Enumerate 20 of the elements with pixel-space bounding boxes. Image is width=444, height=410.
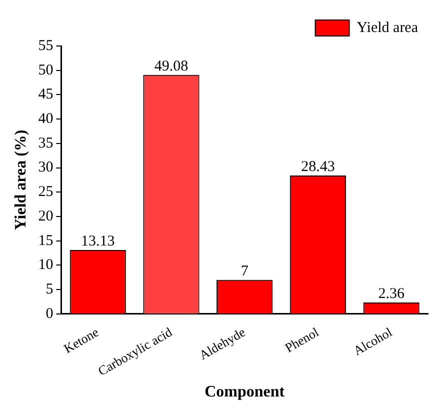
y-tick-label: 20 <box>38 208 54 224</box>
y-tick-label: 10 <box>38 257 54 274</box>
y-tick-label: 15 <box>38 232 54 249</box>
y-tick-label: 0 <box>46 306 54 322</box>
data-label: 28.43 <box>301 158 335 175</box>
y-tick-label: 40 <box>38 111 54 128</box>
y-axis-title: Yield area (%) <box>12 130 30 230</box>
y-tick-label: 25 <box>38 184 54 200</box>
y-tick-label: 5 <box>46 282 54 298</box>
y-tick-label: 30 <box>38 160 54 176</box>
y-tick-label: 50 <box>38 62 54 78</box>
y-tick-label: 35 <box>38 135 54 152</box>
x-axis-title: Component <box>204 384 286 401</box>
data-label: 7 <box>240 263 249 280</box>
data-label: 2.36 <box>378 286 405 302</box>
y-tick-label: 55 <box>38 38 54 54</box>
legend-label: Yield area <box>356 20 418 36</box>
data-label: 13.13 <box>81 233 115 250</box>
data-label: 49.08 <box>154 58 188 74</box>
y-tick-label: 45 <box>38 86 54 103</box>
